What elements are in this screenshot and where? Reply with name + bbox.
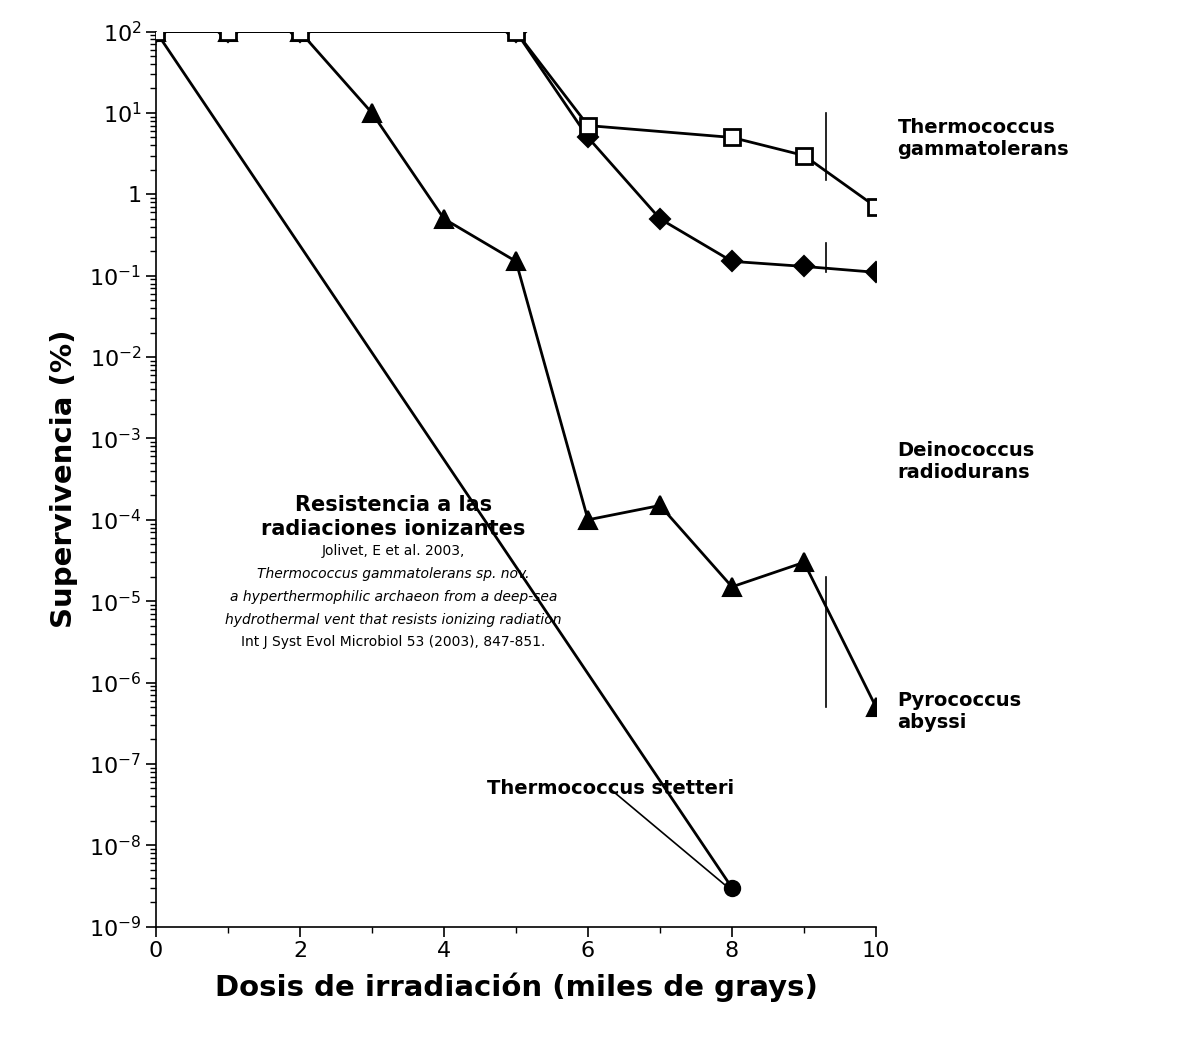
Text: Thermococcus gammatolerans sp. nov.: Thermococcus gammatolerans sp. nov. (257, 568, 530, 581)
Y-axis label: Supervivencia (%): Supervivencia (%) (49, 330, 78, 629)
Text: Resistencia a las
radiaciones ionizantes: Resistencia a las radiaciones ionizantes (262, 495, 526, 538)
Text: Int J Syst Evol Microbiol 53 (2003), 847-851.: Int J Syst Evol Microbiol 53 (2003), 847… (241, 635, 546, 650)
Text: Jolivet, E et al. 2003,: Jolivet, E et al. 2003, (322, 544, 466, 558)
Text: Thermococcus
gammatolerans: Thermococcus gammatolerans (898, 119, 1069, 159)
Text: a hyperthermophilic archaeon from a deep-sea: a hyperthermophilic archaeon from a deep… (230, 590, 557, 603)
X-axis label: Dosis de irradiación (miles de grays): Dosis de irradiación (miles de grays) (215, 972, 817, 1001)
Text: Thermococcus stetteri: Thermococcus stetteri (487, 779, 734, 798)
Text: Deinococcus
radiodurans: Deinococcus radiodurans (898, 441, 1034, 481)
Text: Pyrococcus
abyssi: Pyrococcus abyssi (898, 692, 1021, 732)
Text: hydrothermal vent that resists ionizing radiation: hydrothermal vent that resists ionizing … (226, 613, 562, 627)
